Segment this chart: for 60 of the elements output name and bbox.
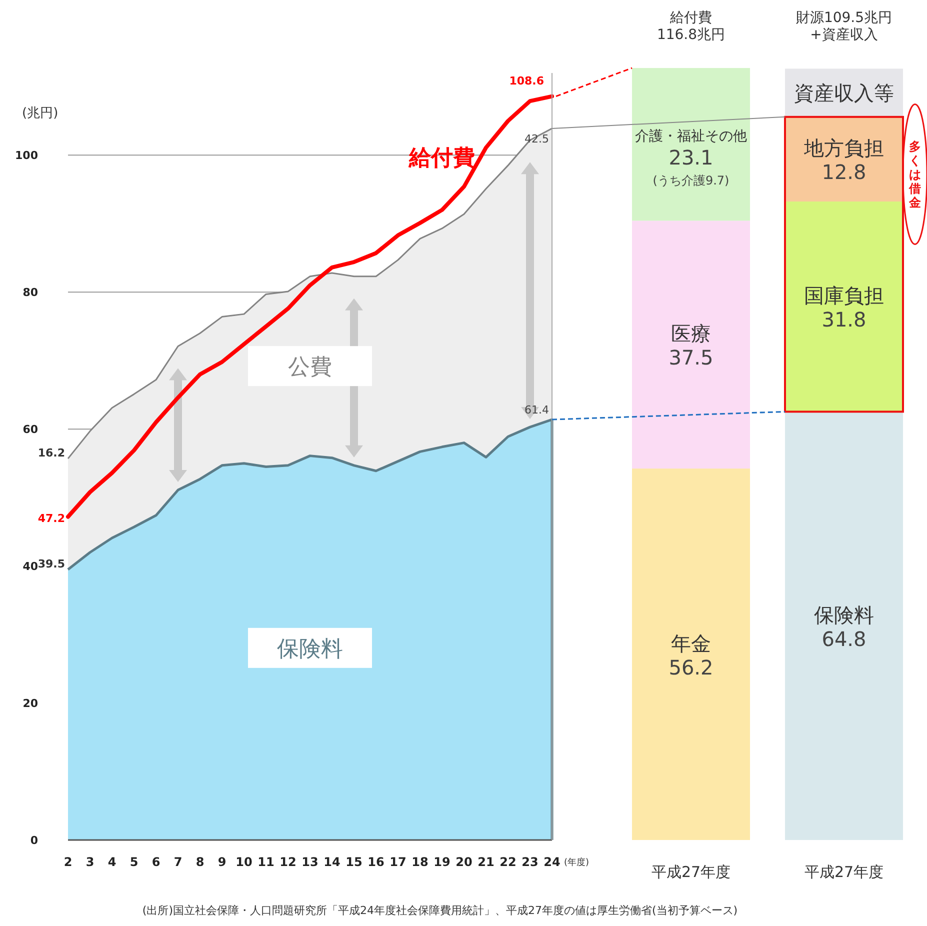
text: (出所)国立社会保障・人口問題研究所「平成24年度社会保障費用統計」、平成27年度の値は厚生労働省(当初予算ベース) [142,904,738,917]
data-label: 23.1 [668,145,714,170]
x-tick-label: 24 [544,855,560,869]
x-axis-title: (年度) [564,857,590,868]
x-tick-label: 14 [324,855,340,869]
x-tick-label: 平成27年度 [651,863,731,881]
y-tick-label: 60 [22,423,38,436]
x-tick-label: 23 [522,855,538,869]
x-tick-label: 18 [412,855,428,869]
x-tick-label: 3 [86,855,94,869]
y-tick-label: 100 [15,149,38,162]
data-label: 64.8 [822,626,866,651]
x-tick-label: 9 [218,855,226,869]
y-tick-label: 80 [22,286,38,300]
data-label: 37.5 [668,346,714,370]
x-tick-label: 5 [130,855,138,869]
x-tick-label: 8 [196,855,204,869]
series-label: 公費 [288,355,332,380]
series-label: 保険料 [814,602,874,627]
x-tick-label: 10 [236,855,252,869]
data-label: 108.6 [509,74,544,88]
x-tick-label: 17 [390,855,406,869]
data-label: 12.8 [822,160,866,184]
data-label: 56.2 [668,655,714,680]
x-tick-label: 4 [108,855,116,869]
y-tick-label: 40 [22,560,38,574]
x-tick-label: 16 [368,855,384,869]
data-label: 61.4 [524,404,549,417]
data-label: 47.2 [38,512,65,525]
text: 財源109.5兆円 +資産収入 [796,10,892,43]
data-label: 31.8 [822,308,866,332]
annotation: (うち介護9.7) [652,173,730,188]
x-tick-label: 2 [64,855,72,869]
data-label: 39.5 [38,557,65,570]
y-tick-label: 20 [22,697,38,710]
x-tick-label: 7 [174,855,182,869]
series-label: 資産収入等 [794,80,894,105]
series-label: 保険料 [277,636,343,662]
line-series [66,94,554,519]
x-tick-label: 15 [346,855,362,869]
series-label: 国庫負担 [804,284,884,308]
x-tick-label: 22 [500,855,516,869]
series-label: 給付費 [408,146,475,171]
series-label: 介護・福祉その他 [635,128,747,144]
x-tick-label: 13 [302,855,318,869]
series-label: 地方負担 [803,136,884,160]
x-tick-label: 12 [280,855,296,869]
annotation: 多くは借金 [908,139,922,210]
data-label: 16.2 [38,446,65,460]
series-label: 医療 [671,322,711,346]
x-tick-label: 21 [478,855,494,869]
x-tick-label: 6 [152,855,160,869]
x-tick-label: 平成27年度 [804,863,884,881]
series-label: 年金 [671,631,711,656]
text: 給付費 116.8兆円 [656,10,726,43]
y-axis-title: (兆円) [22,106,58,121]
x-tick-label: 11 [258,855,274,869]
y-tick-label: 0 [30,834,38,847]
x-tick-label: 19 [434,855,450,869]
x-tick-label: 20 [456,855,472,869]
